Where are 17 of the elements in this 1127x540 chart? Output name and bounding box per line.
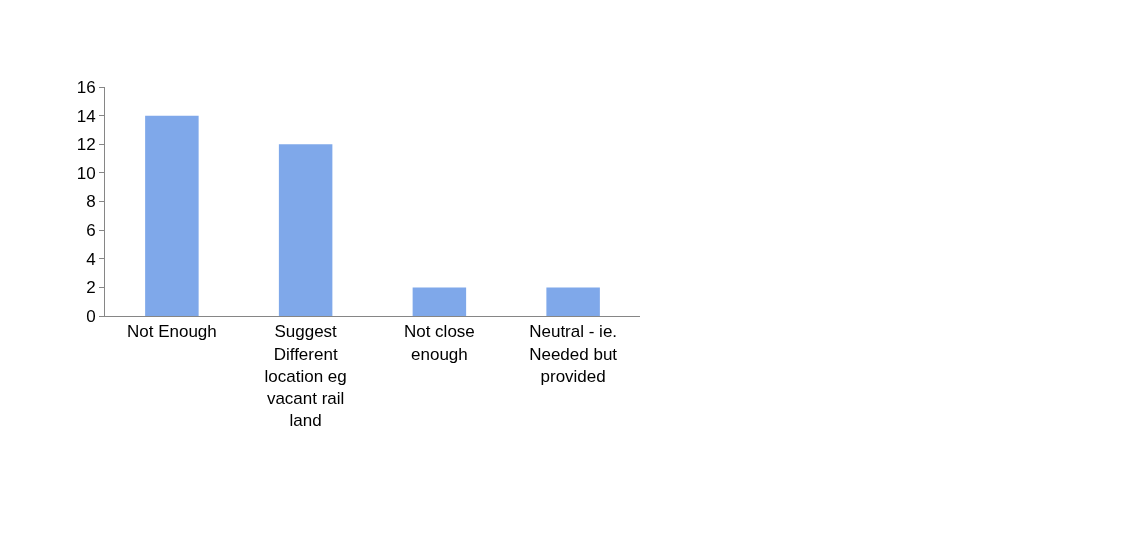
x-tick-label: Not Enough	[126, 322, 217, 342]
y-tick-label: 16	[76, 77, 96, 97]
y-tick-label: 2	[86, 278, 96, 298]
y-tick-label: 0	[86, 306, 96, 326]
y-tick-label: 8	[86, 192, 96, 212]
bar	[278, 144, 333, 316]
x-tick-label: Neutral - ie. Needed but provided	[529, 322, 618, 386]
y-tick-label: 14	[76, 106, 96, 126]
y-tick-label: 6	[86, 221, 96, 241]
bar	[145, 115, 199, 316]
x-tick-label: Not close enough	[403, 322, 475, 364]
bar	[546, 287, 600, 316]
x-tick-label: Suggest Different location eg vacant rail land	[264, 322, 347, 430]
y-tick-label: 12	[76, 135, 96, 155]
y-tick-label: 4	[86, 249, 96, 269]
y-tick-label: 10	[76, 163, 96, 183]
bar	[412, 287, 467, 316]
